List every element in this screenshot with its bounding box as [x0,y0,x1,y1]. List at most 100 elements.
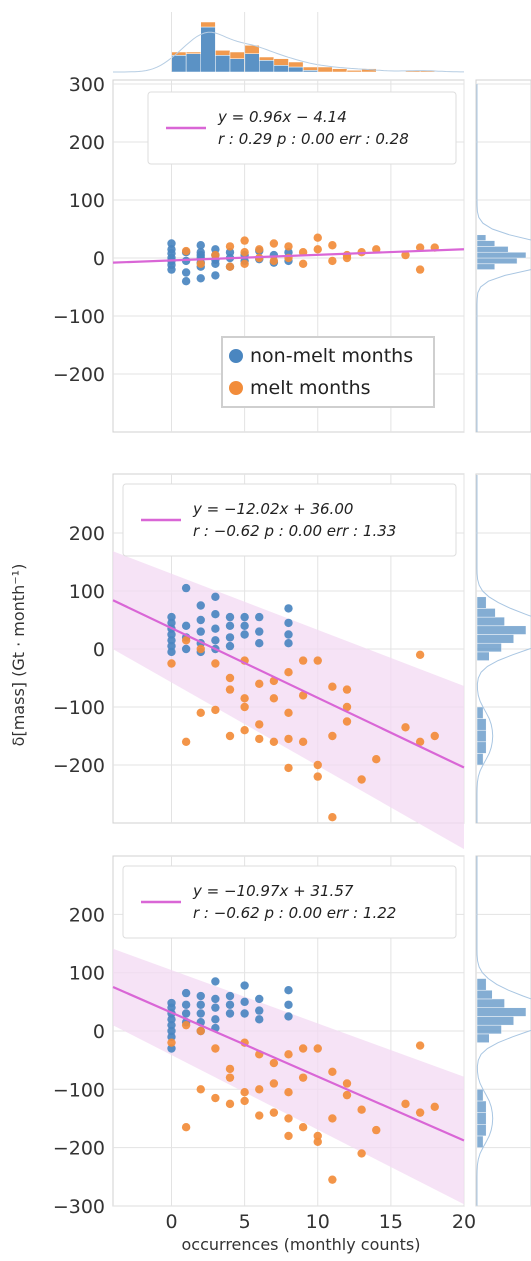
non-melt-point [211,592,220,601]
melt-point [342,702,352,712]
melt-point [430,1102,439,1111]
melt-point [269,1079,279,1088]
non-melt-point [167,1044,176,1053]
top-histogram-bar-non-melt [229,58,245,73]
melt-point [342,253,352,263]
non-melt-point [196,991,205,1001]
marginal-histogram-bar [476,753,484,766]
non-melt-point [284,985,293,995]
melt-point [415,265,425,274]
marginal-histogram-bar [476,718,487,731]
y-tick-label: −100 [53,306,105,328]
melt-point [255,1111,264,1120]
melt-point [284,668,293,677]
legend-label-melt: melt months [250,377,371,399]
melt-point [430,731,439,741]
melt-point [225,731,235,741]
non-melt-point [211,1015,220,1024]
top-histogram-bar-melt [317,66,333,73]
marginal-histogram-bar [476,240,496,247]
marginal-histogram-bar [476,1007,527,1017]
melt-point [415,1108,425,1117]
melt-point [342,1090,352,1100]
non-melt-point [211,624,220,633]
y-tick-label: 0 [93,639,105,661]
non-melt-point [196,601,205,610]
top-histogram-bar-non-melt [259,60,275,73]
top-histogram-bar-melt [302,66,318,71]
y-tick-label: 300 [69,74,105,96]
non-melt-point [196,1009,205,1018]
non-melt-point [196,241,205,250]
non-melt-point [240,981,249,990]
melt-point [342,685,352,694]
melt-point [357,775,366,784]
marginal-histogram-bar [476,251,527,259]
confidence-band [113,551,464,850]
melt-point [255,1085,264,1094]
marginal-histogram-bar [476,1033,490,1043]
melt-point [269,694,279,703]
y-tick-label: −200 [53,364,105,386]
melt-point [313,1131,322,1141]
regression-line [112,986,465,1142]
melt-point [298,691,308,700]
marginal-histogram-bar [476,234,487,241]
non-melt-point [181,268,191,277]
melt-point [415,737,425,746]
marginal-histogram-bar [476,634,514,644]
top-histogram-bar-melt [259,56,275,61]
melt-point [284,1050,293,1059]
melt-point [240,236,249,245]
melt-point [401,723,410,732]
non-melt-point [211,245,220,254]
legend: non-melt months melt months [221,336,435,408]
marginal-histogram-bar [476,1112,487,1125]
top-histogram-bar-non-melt [171,55,187,73]
non-melt-point [225,248,235,257]
melt-point [415,650,425,659]
melt-point [415,1041,425,1050]
non-melt-point [211,271,220,280]
top-histogram-bar-non-melt [215,55,231,73]
melt-point [211,1093,220,1103]
marginal-density-curve [476,84,531,432]
top-histogram-bar-melt [288,61,304,68]
non-melt-point [167,612,176,622]
melt-point [357,1105,366,1114]
y-tick-label: −100 [53,1079,105,1101]
melt-point [196,1085,205,1094]
melt-point [298,656,308,665]
non-melt-point [167,1003,176,1012]
non-melt-point [167,647,176,657]
melt-point [240,248,249,257]
x-axis-label: occurrences (monthly counts) [182,1235,421,1254]
melt-point [313,772,322,781]
melt-point [196,708,205,717]
marginal-histogram-bar [476,596,487,609]
melt-point [211,659,220,668]
melt-point [284,1088,293,1097]
melt-point [181,1020,191,1030]
marginal-histogram-bar [476,625,527,635]
regression-line [112,248,465,264]
melt-point [269,256,279,266]
melt-point [342,717,352,726]
y-tick-label: 200 [69,523,105,545]
melt-point [328,731,337,741]
non-melt-point [225,612,235,622]
melt-point [240,702,249,712]
melt-point [240,726,249,735]
marginal-histogram-bar [476,246,509,253]
melt-point [196,259,205,268]
melt-point [298,737,308,746]
marginal-density-curve [476,475,531,823]
melt-point [269,737,279,746]
top-marginal-histogram [113,12,464,73]
top-histogram-bar-non-melt [273,65,289,73]
marginal-histogram-bar [476,1100,487,1113]
non-melt-point [240,630,249,639]
non-melt-point [225,633,235,642]
fit-equation: y = −10.97x + 31.57 [192,882,354,900]
melt-point [181,1122,191,1132]
